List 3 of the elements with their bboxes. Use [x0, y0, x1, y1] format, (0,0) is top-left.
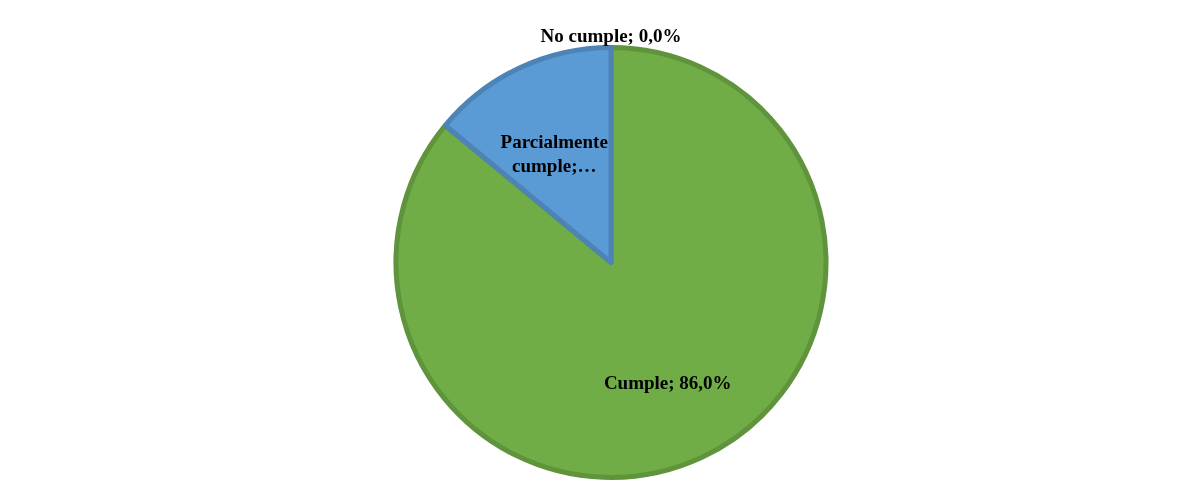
- category-label: No cumple; 0,0%: [540, 24, 682, 46]
- slice-label: Parcialmente cumple;…: [500, 130, 608, 176]
- slice-label: Cumple; 86,0%: [603, 372, 732, 394]
